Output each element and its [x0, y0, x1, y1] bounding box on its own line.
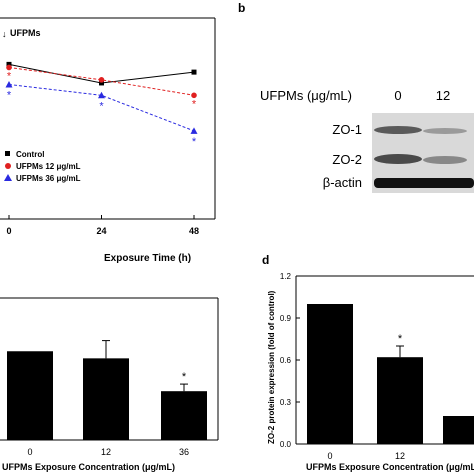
bar-c-x-axis-label: UFPMs Exposure Concentration (μg/mL): [2, 462, 175, 472]
blot-panel: b UFPMs (μg/mL) 0 12 ZO-1 ZO-2 β-actin: [238, 1, 474, 193]
bar-d-y-tick-label: 0.3: [280, 398, 292, 407]
bar-chart-panel-c: * 0 12 36 UFPMs Exposure Concentration (μg…: [0, 297, 219, 472]
bar-d-y-tick-label: 0.6: [280, 356, 292, 365]
line-point: [98, 77, 105, 83]
line-point: [6, 64, 12, 71]
blot-row-label: ZO-1: [332, 122, 362, 137]
line-point: [5, 80, 13, 88]
legend-entry: UFPMs 12 μg/mL: [16, 162, 81, 171]
legend-marker: [5, 163, 11, 169]
bar-c-bar: [7, 351, 53, 440]
bar-d-bar: [307, 304, 353, 444]
bar-d-bar: [443, 416, 474, 444]
bar-d-y-tick-label: 1.2: [280, 272, 292, 281]
bar-d-y-axis-label: ZO-2 protein expression (fold of control…: [267, 290, 276, 444]
blot-band: [423, 128, 467, 134]
significance-star: *: [7, 70, 12, 82]
bar-c-x-tick-label: 0: [27, 447, 32, 457]
legend-entry: UFPMs 36 μg/mL: [16, 174, 81, 183]
blot-column-label: 12: [436, 88, 450, 103]
legend-marker: [5, 151, 10, 156]
line-chart-panel: UFPMs ↓ 0 24 48 * * * * * Exposure Time (h) Co…: [0, 17, 216, 264]
line-x-tick-label: 48: [189, 226, 199, 236]
line-point: [191, 69, 197, 75]
significance-star: *: [99, 100, 104, 112]
bar-d-bar: [377, 357, 423, 444]
significance-star: *: [182, 371, 187, 383]
bar-c-bar: [161, 391, 207, 440]
bar-d-x-tick-label: 12: [395, 451, 405, 461]
bar-d-y-tick-label: 0.9: [280, 314, 292, 323]
significance-star: *: [398, 333, 403, 345]
significance-star: *: [192, 98, 197, 110]
panel-label-d: d: [262, 253, 269, 267]
line-x-tick-label: 0: [6, 226, 11, 236]
blot-band: [423, 156, 467, 164]
line-series-1: [8, 66, 195, 96]
blot-header-label: UFPMs (μg/mL): [260, 88, 352, 103]
line-point: [190, 127, 198, 134]
blot-band: [374, 126, 422, 134]
line-point: [6, 61, 12, 67]
blot-column-label: 0: [394, 88, 401, 103]
legend-marker: [4, 174, 12, 181]
significance-star: *: [192, 136, 197, 148]
bar-d-x-axis-label: UFPMs Exposure Concentration (μg/mL): [306, 462, 474, 472]
blot-band: [374, 178, 474, 188]
line-legend: Control UFPMs 12 μg/mL UFPMs 36 μg/mL: [4, 150, 81, 183]
annotation-arrow-tip: ↓: [2, 29, 7, 39]
significance-star: *: [7, 89, 12, 101]
line-point: [99, 80, 104, 86]
blot-bands: [372, 113, 474, 193]
bar-c-x-tick-label: 12: [101, 447, 111, 457]
blot-row-label: β-actin: [323, 175, 362, 190]
blot-band: [374, 154, 422, 164]
line-point: [191, 92, 197, 99]
bar-c-x-tick-label: 36: [179, 447, 189, 457]
line-x-axis-label: Exposure Time (h): [104, 253, 191, 264]
bar-c-bar: [83, 358, 129, 440]
bar-chart-panel-d: d ZO-2 protein expression (fold of contr…: [262, 253, 474, 472]
legend-entry: Control: [16, 150, 44, 159]
line-point: [98, 91, 105, 99]
bar-d-x-tick-label: 0: [327, 451, 332, 461]
line-series-2: [8, 83, 195, 132]
bar-d-y-tick-label: 0.0: [280, 440, 292, 449]
panel-label-b: b: [238, 1, 245, 15]
annotation-label: UFPMs: [10, 28, 41, 38]
line-x-tick-label: 24: [96, 226, 106, 236]
blot-row-label: ZO-2: [332, 152, 362, 167]
